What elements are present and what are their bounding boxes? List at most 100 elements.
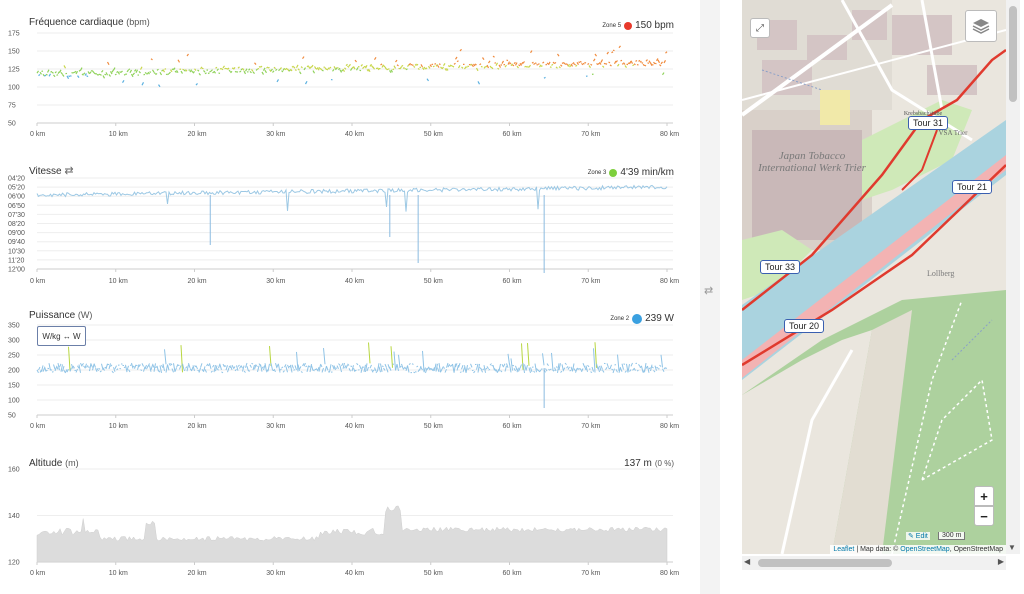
power-segment bbox=[633, 367, 636, 371]
y-tick-label: 06'50 bbox=[8, 203, 25, 210]
series-segment bbox=[573, 63, 576, 66]
scroll-left-icon[interactable]: ◀ bbox=[744, 557, 751, 566]
tour-marker[interactable]: Tour 33 bbox=[760, 260, 801, 274]
x-tick-label: 30 km bbox=[266, 131, 285, 138]
power-segment bbox=[59, 363, 62, 368]
tour-marker[interactable]: Tour 31 bbox=[908, 116, 949, 130]
wkg-toggle-button[interactable]: W/kg ↔ W bbox=[37, 326, 86, 346]
osm-link[interactable]: OpenStreetMap bbox=[900, 546, 950, 553]
series-segment bbox=[207, 72, 210, 75]
series-segment bbox=[603, 62, 606, 65]
edit-link[interactable]: ✎ Edit bbox=[906, 532, 930, 540]
series-segment bbox=[367, 68, 371, 73]
altitude-plot[interactable]: 160 140 120 0 km 10 km 20 km 30 km 40 km 50 km 60… bbox=[0, 445, 700, 594]
chart-title: Altitude (m) bbox=[29, 458, 79, 469]
series-segment bbox=[563, 61, 566, 65]
speed-plot[interactable]: 04'20 05'20 06'00 06'50 07'30 08'20 09'00 09'40… bbox=[0, 145, 700, 295]
series-segment bbox=[654, 62, 657, 65]
power-segment bbox=[125, 364, 128, 373]
panel-divider[interactable]: ⇄ bbox=[700, 0, 720, 594]
map-vertical-scrollbar[interactable]: ▼ bbox=[1006, 0, 1020, 554]
series-segment bbox=[50, 70, 53, 73]
x-tick-label: 0 km bbox=[30, 423, 45, 430]
y-tick-label: 09'40 bbox=[8, 239, 25, 246]
power-segment bbox=[69, 367, 72, 372]
scrollbar-thumb[interactable] bbox=[1009, 6, 1017, 102]
series-segment bbox=[228, 69, 231, 73]
altitude-chart[interactable]: Altitude (m) 137 m (0 %) 160 140 120 0 km 10… bbox=[0, 445, 700, 594]
map-scale: 300 m bbox=[938, 532, 966, 540]
power-segment bbox=[167, 364, 170, 371]
power-segment bbox=[386, 367, 389, 373]
power-segment bbox=[77, 365, 80, 369]
y-tick-label: 150 bbox=[8, 49, 20, 56]
power-chart[interactable]: Puissance (W) Zone 2 239 W 350 300 250 200 1… bbox=[0, 295, 700, 445]
series-segment bbox=[588, 65, 592, 69]
layers-icon[interactable] bbox=[965, 10, 997, 42]
series-segment bbox=[512, 64, 515, 67]
series-segment bbox=[572, 62, 575, 65]
power-segment bbox=[426, 367, 429, 371]
power-segment bbox=[84, 363, 87, 369]
series-segment bbox=[300, 66, 303, 69]
power-segment bbox=[44, 366, 47, 372]
map-panel: Japan Tobacco International Werk Trier L… bbox=[720, 0, 1024, 594]
series-segment bbox=[518, 64, 521, 67]
power-segment bbox=[114, 365, 117, 370]
scrollbar-thumb[interactable] bbox=[758, 559, 892, 567]
power-segment bbox=[629, 369, 632, 372]
power-segment bbox=[194, 365, 197, 368]
zoom-in-button[interactable]: + bbox=[974, 486, 994, 506]
series-segment bbox=[392, 68, 395, 71]
power-segment bbox=[192, 365, 195, 372]
tour-marker[interactable]: Tour 21 bbox=[952, 180, 993, 194]
power-segment bbox=[351, 365, 354, 372]
power-segment bbox=[611, 368, 614, 371]
zone-dot bbox=[632, 313, 643, 324]
power-segment bbox=[411, 363, 414, 365]
y-tick-label: 50 bbox=[8, 413, 16, 420]
swap-arrows-icon[interactable]: ⇄ bbox=[704, 285, 714, 297]
y-tick-label: 50 bbox=[8, 121, 16, 128]
power-segment bbox=[176, 364, 179, 368]
power-segment bbox=[510, 358, 513, 371]
tour-marker[interactable]: Tour 20 bbox=[784, 319, 825, 333]
heart-rate-chart[interactable]: Fréquence cardiaque (bpm) Zone 5 150 bpm… bbox=[0, 0, 700, 145]
power-readout: Zone 2 239 W bbox=[610, 313, 674, 324]
series-segment bbox=[501, 60, 505, 64]
x-tick-label: 10 km bbox=[109, 131, 128, 138]
power-segment bbox=[365, 363, 368, 372]
series-segment bbox=[156, 68, 159, 71]
series-segment bbox=[641, 61, 644, 64]
expand-icon[interactable]: ⤢ bbox=[750, 18, 770, 38]
swap-units-icon[interactable]: ⇄ bbox=[64, 165, 74, 177]
series-segment bbox=[567, 63, 571, 67]
power-segment bbox=[135, 364, 138, 367]
scroll-right-icon[interactable]: ▶ bbox=[997, 557, 1004, 566]
power-segment bbox=[572, 363, 575, 372]
power-segment bbox=[333, 365, 336, 371]
route-map[interactable]: Japan Tobacco International Werk Trier L… bbox=[742, 0, 1006, 554]
power-segment bbox=[377, 363, 380, 372]
power-segment bbox=[180, 345, 183, 373]
power-plot[interactable]: 350 300 250 200 150 100 50 0 km 10 km 20 km 30 km 4… bbox=[0, 295, 700, 445]
series-segment bbox=[194, 68, 197, 71]
series-segment bbox=[282, 67, 286, 71]
series-segment bbox=[381, 64, 385, 68]
scroll-down-icon[interactable]: ▼ bbox=[1008, 543, 1016, 552]
series-segment bbox=[449, 64, 452, 68]
power-segment bbox=[224, 364, 227, 367]
leaflet-link[interactable]: Leaflet bbox=[833, 546, 855, 553]
series-segment bbox=[663, 59, 667, 64]
zoom-out-button[interactable]: − bbox=[974, 506, 994, 526]
map-tiles[interactable] bbox=[742, 0, 1006, 554]
power-segment bbox=[381, 365, 384, 368]
power-segment bbox=[218, 363, 221, 369]
series-segment bbox=[530, 50, 533, 54]
heart-rate-plot[interactable]: 175 150 125 100 75 50 0 km 10 km 20 km 30 km 40 km… bbox=[0, 0, 700, 145]
power-segment bbox=[605, 367, 608, 371]
series-segment bbox=[38, 74, 41, 77]
map-horizontal-scrollbar[interactable]: ◀ ▶ bbox=[742, 556, 1006, 570]
power-segment bbox=[141, 363, 144, 367]
speed-chart[interactable]: Vitesse ⇄ Zone 3 4'39 min/km 04'20 05'20 0… bbox=[0, 145, 700, 295]
